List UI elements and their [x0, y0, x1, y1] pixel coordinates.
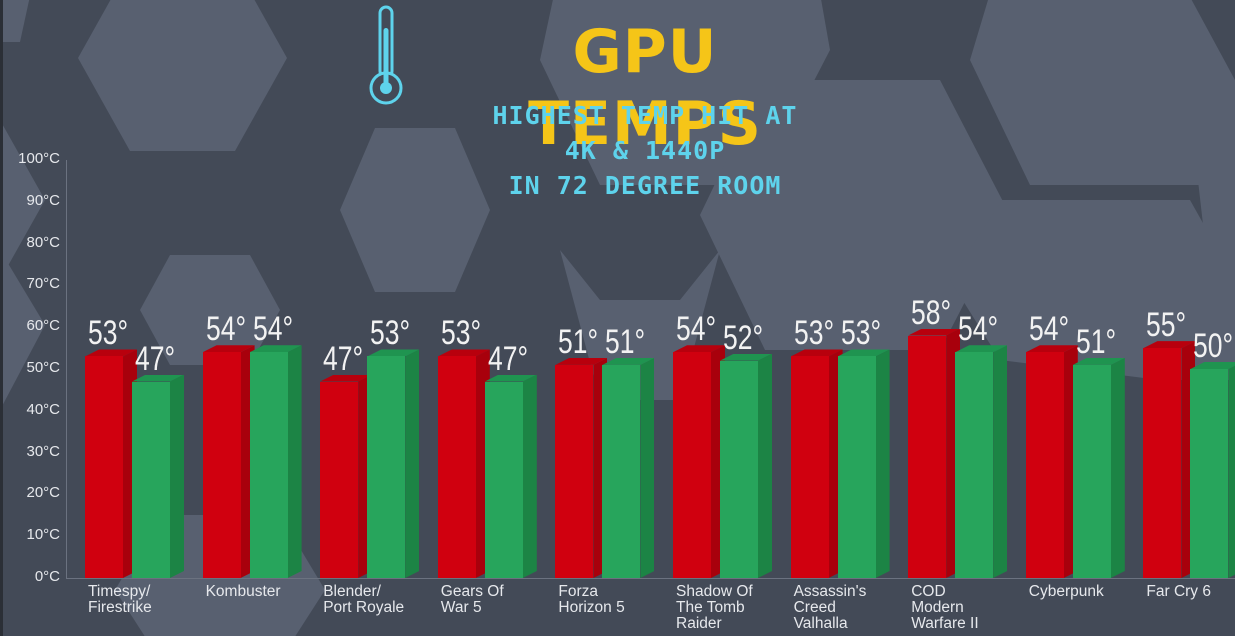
x-category-label: COD Modern Warfare II [911, 583, 979, 632]
bar-value-label: 51° [605, 322, 646, 361]
bar-green [367, 349, 420, 578]
bar-value-label: 53° [88, 314, 129, 353]
y-tick-label: 50°C [26, 359, 60, 376]
x-category-label: Assassin's Creed Valhalla [793, 583, 867, 632]
y-tick-label: 40°C [26, 400, 60, 418]
x-category-label: Far Cry 6 [1146, 583, 1211, 600]
x-category-label: Blender/ Port Royale [323, 583, 405, 616]
bar-value-label: 54° [958, 310, 999, 349]
y-axis-line [66, 160, 67, 578]
y-tick-label: 10°C [26, 526, 60, 544]
y-tick-label: 60°C [26, 317, 60, 335]
bar-green [720, 353, 772, 578]
bar-value-label: 47° [323, 339, 364, 378]
thermometer-icon [369, 5, 403, 105]
bar-green [955, 345, 1008, 578]
bar-value-label: 53° [793, 314, 834, 353]
bar-green [602, 357, 655, 578]
x-category-label: Shadow Of The Tomb Raider [676, 583, 753, 632]
y-tick-label: 30°C [26, 442, 60, 460]
x-category-label: Cyberpunk [1028, 583, 1104, 600]
x-category-label: Forza Horizon 5 [558, 583, 625, 616]
x-axis-line [66, 578, 1235, 579]
bar-value-label: 55° [1146, 306, 1187, 345]
bar-value-label: 51° [1075, 322, 1116, 361]
bar-value-label: 50° [1193, 327, 1234, 365]
bar-red [1025, 345, 1078, 578]
bar-value-label: 54° [1028, 310, 1069, 349]
bar-red [320, 374, 373, 578]
x-category-label: Kombuster [205, 583, 281, 600]
bar-value-label: 54° [252, 310, 293, 349]
bar-red [555, 357, 608, 578]
bar-green [484, 374, 537, 578]
bar-value-label: 47° [487, 339, 528, 378]
y-tick-label: 70°C [26, 275, 60, 293]
bar-value-label: 47° [135, 339, 176, 378]
subtitle-line-2: 4K & 1440P [564, 136, 726, 165]
bar-green [837, 349, 890, 578]
y-tick-label: 80°C [26, 233, 60, 251]
left-edge-shadow [0, 0, 3, 636]
chart-subtitle: HIGHEST TEMP HIT AT 4K & 1440P IN 72 DEG… [440, 98, 850, 203]
bar-green [249, 345, 302, 578]
y-tick-label: 100°C [18, 150, 60, 167]
bar-green [132, 374, 184, 578]
x-category-label: Timespy/ Firestrike [88, 583, 152, 616]
bar-value-label: 53° [440, 314, 481, 353]
bar-green [1072, 357, 1125, 578]
bar-red [202, 345, 255, 578]
bar-red [673, 345, 725, 578]
y-tick-label: 0°C [34, 568, 60, 585]
bar-red [437, 349, 490, 578]
bar-value-label: 53° [840, 314, 881, 353]
bar-red [790, 349, 843, 578]
bar-value-label: 51° [558, 322, 599, 361]
bar-value-label: 54° [676, 310, 717, 349]
bar-value-label: 52° [723, 318, 764, 357]
bar-red [908, 328, 961, 578]
bar-red [85, 349, 137, 578]
y-tick-label: 90°C [26, 191, 60, 209]
x-category-label: Gears Of War 5 [440, 583, 504, 616]
subtitle-line-3: IN 72 DEGREE ROOM [508, 171, 782, 200]
bar-value-label: 53° [370, 314, 411, 353]
y-tick-label: 20°C [26, 484, 60, 502]
bar-green [1190, 362, 1235, 578]
bar-value-label: 58° [911, 293, 952, 332]
bar-value-label: 54° [205, 310, 246, 349]
subtitle-line-1: HIGHEST TEMP HIT AT [492, 101, 798, 130]
bar-red [1143, 341, 1196, 578]
chart-title: GPU TEMPS [528, 17, 762, 159]
